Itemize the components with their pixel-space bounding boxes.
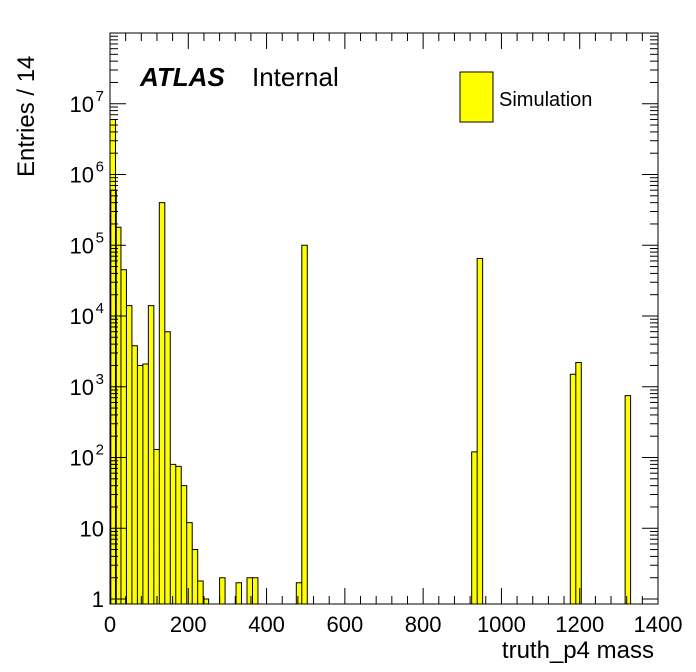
legend-entry-simulation: Simulation [499,89,592,111]
histogram-bin [247,577,253,604]
histogram-bin [164,331,171,604]
histogram-bin [170,464,176,604]
y-axis-title: Entries / 14 [13,56,40,177]
y-tick-label: 10 [70,233,94,258]
y-tick-exponent: 6 [96,159,104,176]
histogram-bin [120,269,127,604]
y-tick-label: 10 [70,163,94,188]
y-tick-label: 10 [70,446,94,471]
histogram-bin [192,549,198,604]
y-tick-label: 10 [70,375,94,400]
histogram-bin [219,577,226,604]
histogram-bin [115,227,121,604]
histogram-bin [181,485,187,604]
y-tick-exponent: 5 [96,229,104,246]
histogram-bin [236,582,242,604]
histogram-bin [197,580,204,604]
histogram-bin [301,245,308,604]
histogram-bin [142,363,149,604]
x-tick-label: 800 [405,612,442,637]
histogram-bin [570,374,576,604]
histogram-bins [110,119,631,604]
histogram-bin [186,522,193,604]
plot-frame [109,32,659,605]
histogram-bin [126,305,132,604]
atlas-label: ATLAS [139,62,225,92]
histogram-bin [471,451,478,604]
x-tick-label: 600 [326,612,363,637]
y-tick-label: 10 [80,516,104,541]
histogram-bin [477,258,483,604]
y-tick-label: 1 [92,587,104,612]
x-tick-label: 400 [248,612,285,637]
legend-swatch [459,71,494,123]
y-tick-label: 10 [70,304,94,329]
x-tick-label: 1400 [634,612,683,637]
histogram-bin [296,582,302,604]
histogram-bin [148,305,154,604]
axis-ticks [109,33,659,604]
x-tick-label: 1000 [477,612,526,637]
histogram-bin [159,202,165,604]
internal-label: Internal [252,62,339,92]
y-tick-label: 10 [70,92,94,117]
y-tick-exponent: 2 [96,442,104,459]
histogram-bin [137,365,143,604]
histogram-bin [203,599,209,604]
x-tick-label: 0 [104,612,116,637]
histogram-bin [110,190,117,604]
x-tick-label: 1200 [555,612,604,637]
x-tick-labels: 0 200 400 600 800 1000 1200 1400 [104,612,683,637]
histogram-bin [175,466,182,604]
histogram-bin [625,395,631,604]
y-tick-exponent: 3 [96,371,104,388]
histogram-bin [131,345,138,604]
x-tick-label: 200 [170,612,207,637]
y-tick-exponent: 4 [96,300,104,317]
histogram-bin [575,362,582,604]
histogram-bin [153,449,160,604]
y-tick-exponent: 7 [96,88,104,105]
histogram-bin [252,577,258,604]
x-axis-title: truth_p4 mass [502,637,654,664]
